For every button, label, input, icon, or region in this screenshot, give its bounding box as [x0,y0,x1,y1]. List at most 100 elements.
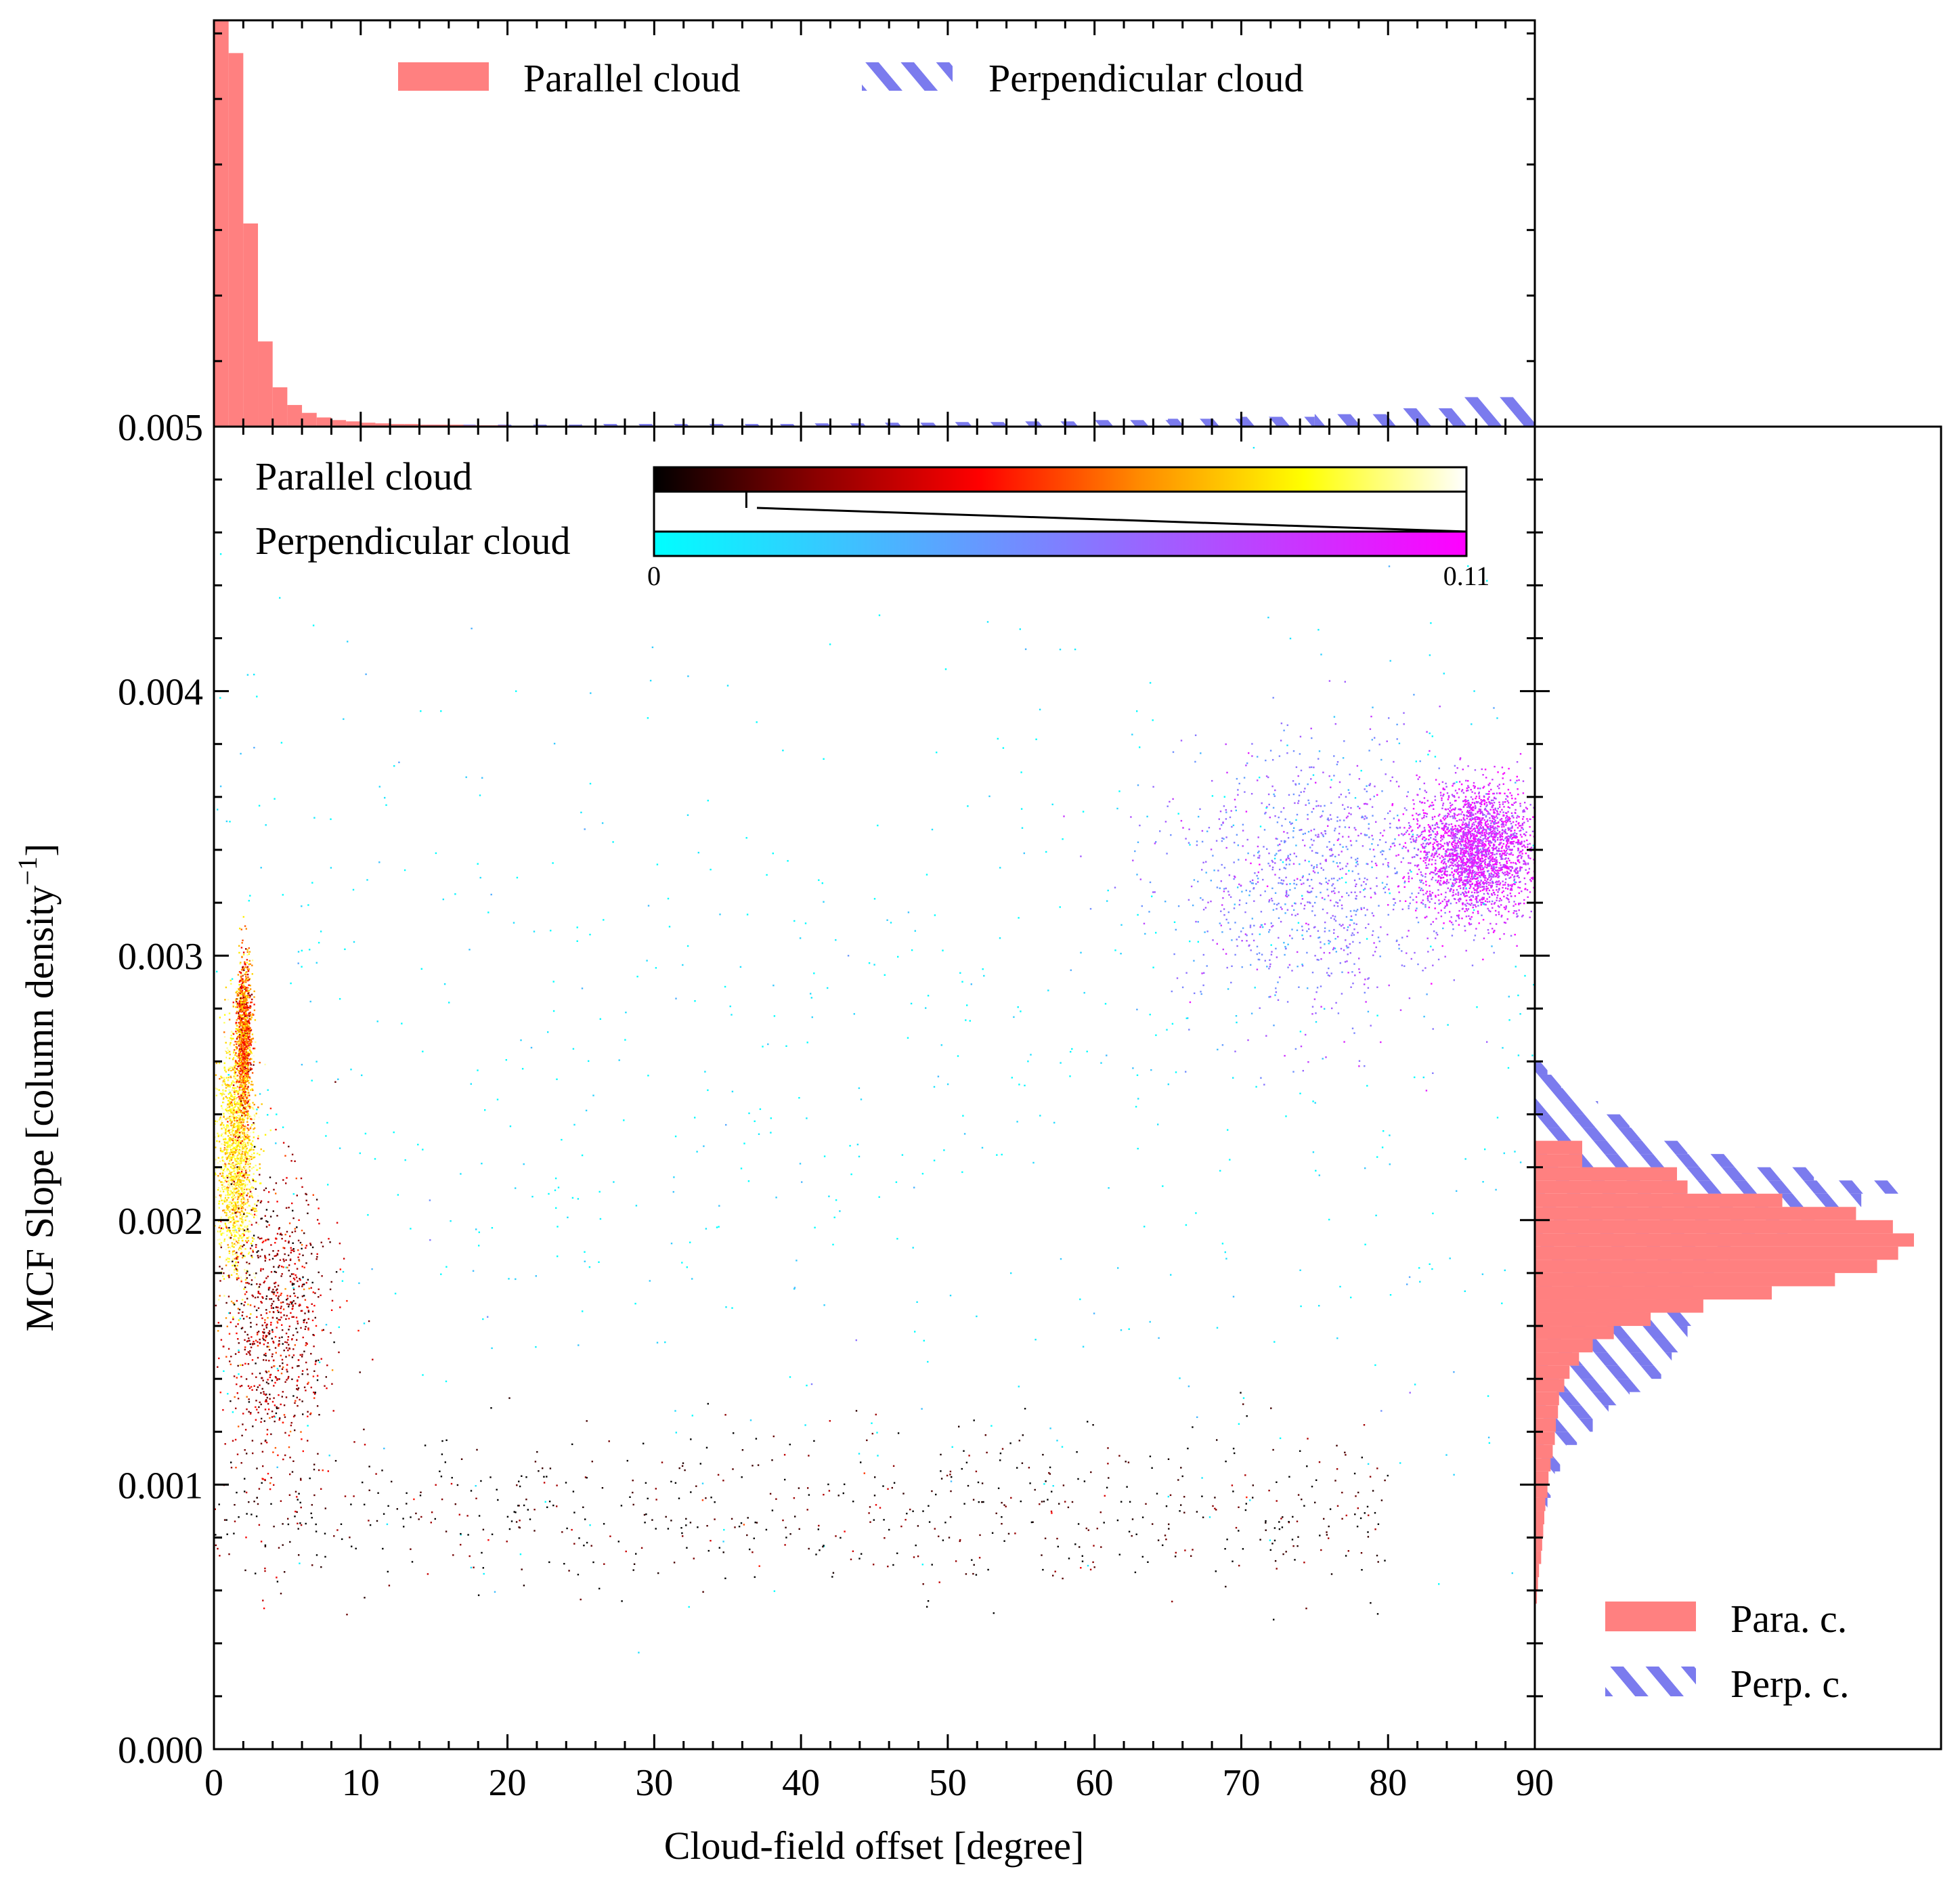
scatter-point [1419,879,1421,882]
scatter-point [793,1287,796,1289]
scatter-point [1503,815,1505,817]
scatter-point [890,922,892,924]
scatter-point [241,1232,244,1235]
scatter-point [1466,806,1468,809]
scatter-point [1381,853,1383,855]
scatter-point [1511,849,1513,851]
scatter-point [814,1226,816,1228]
scatter-point [1496,1117,1499,1119]
scatter-point [1052,1485,1054,1487]
scatter-point [1170,1274,1172,1276]
scatter-point [232,1083,234,1086]
scatter-point [762,1046,764,1048]
scatter-point [806,1384,808,1387]
scatter-point [260,867,262,869]
scatter-point [747,1180,750,1182]
scatter-point [1298,794,1301,796]
scatter-point [1508,872,1510,874]
scatter-point [1407,791,1409,793]
scatter-point [1526,889,1529,891]
scatter-point [1461,869,1463,871]
scatter-point [1394,867,1396,869]
scatter-point [576,926,578,928]
scatter-point [1421,838,1424,840]
scatter-point [896,1238,898,1240]
scatter-point [1212,939,1214,941]
scatter-point [1442,795,1444,797]
scatter-point [1502,880,1504,882]
scatter-point [1201,869,1203,871]
scatter-point [1257,851,1259,854]
scatter-point [232,1304,234,1306]
scatter-point [589,783,592,785]
scatter-point [1313,998,1316,1000]
scatter-point [1223,867,1226,869]
scatter-point [1197,921,1199,923]
scatter-point [1322,869,1324,871]
scatter-point [1468,831,1471,834]
scatter-point [1278,850,1280,852]
scatter-point [1314,926,1316,928]
scatter-point [1487,882,1489,884]
scatter-point [1496,874,1498,876]
scatter-point [435,852,437,855]
scatter-point [1470,880,1472,882]
scatter-point [1456,914,1458,917]
scatter-point [1441,855,1443,857]
scatter-point [1475,796,1477,798]
scatter-point [1477,846,1479,848]
scatter-point [1311,864,1313,867]
scatter-point [1300,791,1302,793]
scatter-point [1087,1564,1089,1567]
scatter-point [821,882,823,884]
scatter-point [1477,895,1479,897]
scatter-point [1267,616,1269,619]
scatter-point [393,765,395,767]
scatter-point [338,1326,340,1329]
scatter-point [1453,859,1455,861]
scatter-point [1464,819,1466,821]
scatter-point [1481,872,1483,874]
scatter-point [1238,936,1240,938]
scatter-point [584,1260,586,1262]
scatter-point [1462,887,1464,889]
scatter-point [580,811,582,813]
scatter-point [1451,867,1453,869]
scatter-point [1236,939,1238,941]
scatter-point [1461,874,1463,876]
scatter-point [1495,857,1498,859]
scatter-point [1516,945,1518,947]
scatter-point [1342,836,1344,838]
scatter-point [1406,1283,1408,1285]
scatter-point [1493,863,1495,865]
scatter-point [1397,827,1399,830]
scatter-point [1473,837,1475,839]
scatter-point [1491,847,1494,849]
scatter-point [1485,840,1487,842]
scatter-point [1456,881,1458,883]
scatter-point [1462,832,1464,834]
scatter-point [1509,836,1511,838]
scatter-point [1497,821,1500,824]
scatter-point [1258,851,1260,853]
scatter-point [1471,875,1473,877]
scatter-point [228,1226,230,1228]
scatter-point [1365,927,1367,929]
scatter-point [1432,1072,1434,1074]
scatter-point [1252,879,1254,882]
scatter-point [1489,910,1491,913]
scatter-point [772,985,775,987]
scatter-point [1020,808,1023,810]
scatter-point [1432,949,1434,951]
scatter-point [1467,859,1469,861]
scatter-point [1269,816,1271,819]
scatter-point [1358,968,1360,970]
scatter-point [1481,889,1484,891]
scatter-point [494,1591,496,1593]
scatter-point [1380,851,1382,853]
scatter-point [1104,1003,1107,1005]
scatter-point [240,1234,242,1237]
scatter-point [672,1190,674,1193]
scatter-point [1496,849,1498,852]
scatter-point [1366,817,1368,819]
